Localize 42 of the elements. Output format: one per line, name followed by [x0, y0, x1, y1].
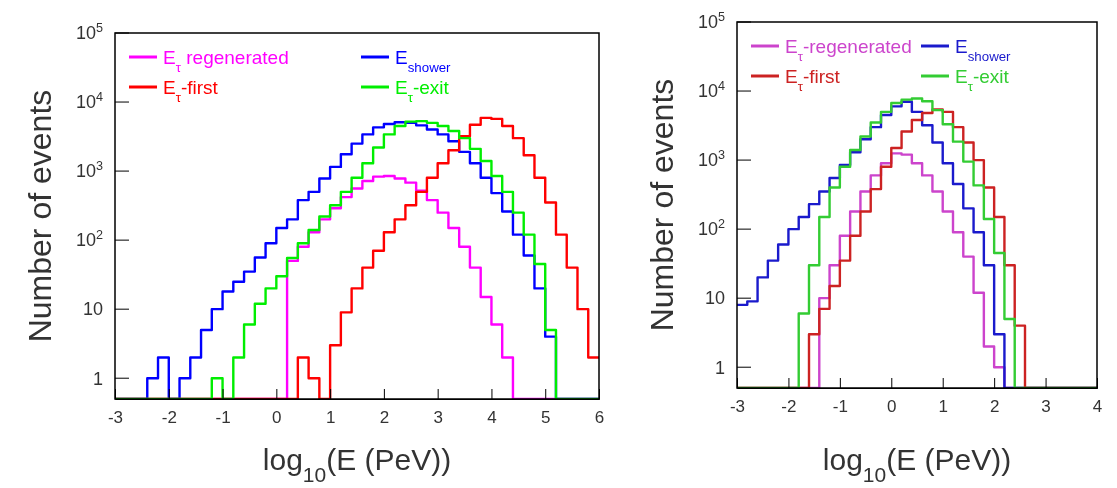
legend-label: E$_{τ}$-first: [785, 66, 841, 94]
x-tick-label: -2: [781, 397, 797, 417]
y-tick-label: 1: [714, 357, 725, 378]
x-tick-label: 1: [325, 408, 336, 428]
x-tick-label: 5: [540, 408, 551, 428]
x-tick-label: -2: [161, 408, 177, 428]
legend-label: E$_{shower}$: [955, 36, 1012, 64]
y-tick-label: 10$^{5}$: [697, 10, 725, 33]
x-tick-label: 6: [594, 408, 605, 428]
x-tick-label: 0: [272, 408, 282, 428]
x-tick-label: 0: [887, 397, 897, 417]
y-axis-title: Number of events: [22, 89, 58, 343]
y-tick-label: 10$^{2}$: [75, 228, 103, 251]
y-tick-label: 10$^{2}$: [697, 217, 725, 240]
y-tick-label: 1: [92, 368, 103, 389]
x-tick-label: 4: [1092, 397, 1103, 417]
y-tick-label: 10$^{3}$: [75, 159, 103, 182]
x-tick-label: 1: [938, 397, 948, 417]
x-tick-label: 2: [379, 408, 390, 428]
legend-label: E$_{τ}$-exit: [395, 77, 450, 105]
y-tick-label: 10$^{3}$: [697, 148, 725, 171]
legend-label: E$_{τ}$-first: [163, 77, 219, 105]
y-axis-title: Number of events: [644, 78, 680, 332]
x-axis-title: log$_{10}$(E (PeV)): [822, 443, 1012, 486]
y-tick-label: 10$^{4}$: [75, 90, 103, 113]
legend-label: E$_{τ}$ regenerated: [163, 47, 289, 75]
x-tick-label: 4: [487, 408, 497, 428]
y-tick-label: 10: [82, 299, 103, 320]
x-axis-title: log$_{10}$(E (PeV)): [262, 443, 452, 486]
y-tick-label: 10: [704, 288, 725, 309]
x-tick-label: 3: [1041, 397, 1051, 417]
x-tick-label: 2: [989, 397, 1000, 417]
legend-label: E$_{τ}$-exit: [955, 66, 1010, 94]
x-tick-label: -1: [215, 408, 231, 428]
x-tick-label: -3: [107, 408, 124, 428]
x-tick-label: -1: [832, 397, 848, 417]
x-tick-label: -3: [729, 397, 746, 417]
legend-label: E$_{shower}$: [395, 47, 452, 75]
y-tick-label: 10$^{5}$: [75, 21, 103, 44]
x-tick-label: 3: [433, 408, 443, 428]
legend-label: E$_{τ}$-regenerated: [785, 36, 912, 64]
y-tick-label: 10$^{4}$: [697, 79, 725, 102]
